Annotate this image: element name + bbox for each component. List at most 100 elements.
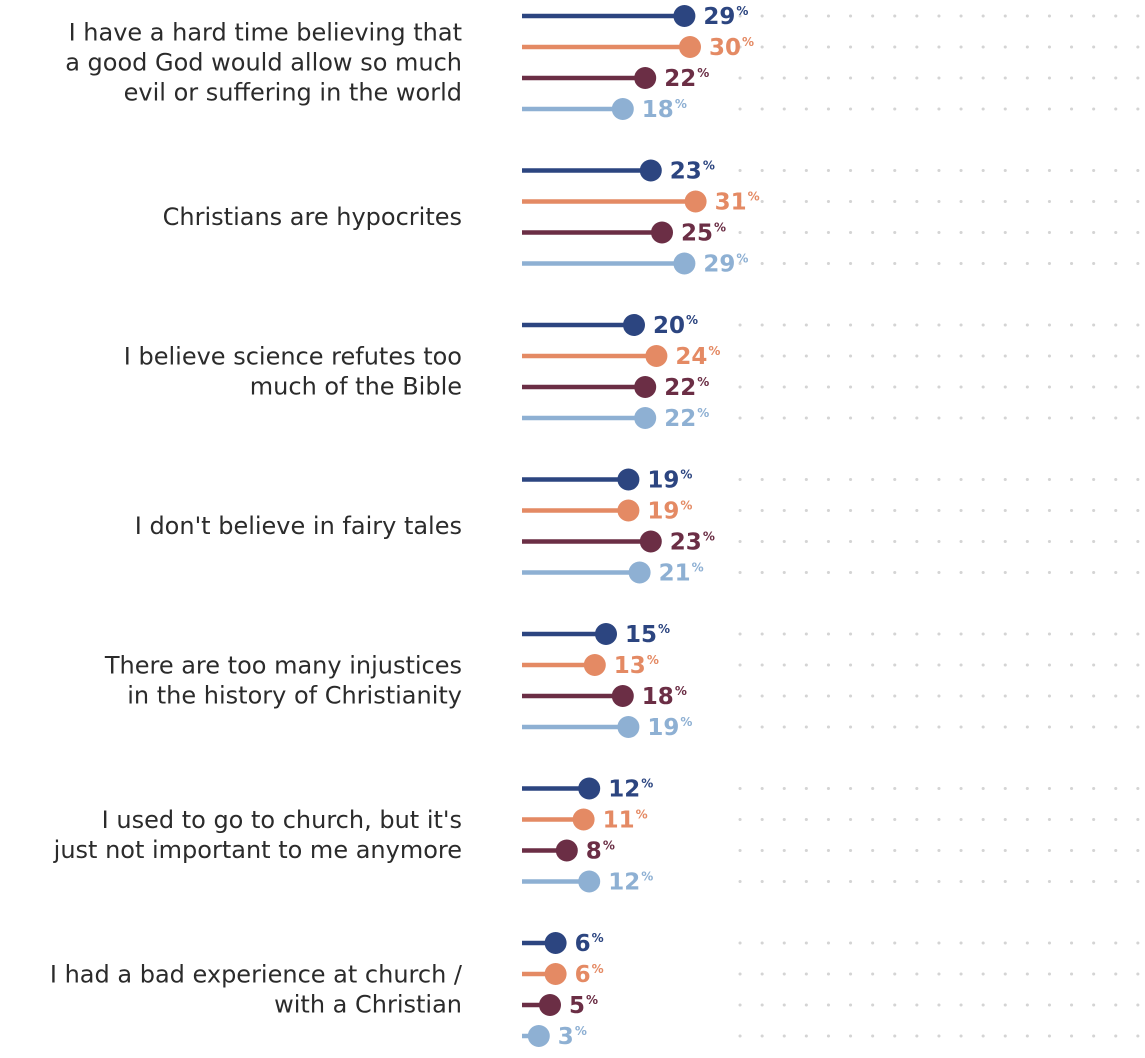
value-number: 12 (608, 777, 640, 803)
value-percent-sign: % (675, 97, 687, 111)
lollipop-dot (617, 468, 640, 491)
value-percent-sign: % (586, 993, 598, 1007)
value-number: 13 (614, 653, 646, 679)
category-label-line: much of the Bible (250, 373, 462, 401)
value-label: 31% (715, 190, 760, 216)
value-number: 22 (664, 375, 696, 401)
value-number: 30 (709, 35, 741, 61)
value-label: 22% (664, 375, 709, 401)
value-label: 6% (575, 962, 604, 988)
value-label: 29% (703, 4, 748, 30)
value-label: 5% (569, 993, 598, 1019)
value-percent-sign: % (592, 931, 604, 945)
value-percent-sign: % (686, 313, 698, 327)
lollipop-dot (611, 685, 634, 707)
value-label: 29% (703, 252, 748, 278)
value-number: 5 (569, 993, 585, 1019)
lollipop-dot (578, 777, 601, 800)
lollipop-dot (673, 252, 696, 275)
category-label: I had a bad experience at church / with a… (50, 961, 463, 1019)
value-percent-sign: % (736, 252, 748, 266)
value-number: 8 (586, 839, 602, 865)
lollipop-dot (645, 345, 668, 367)
value-number: 23 (670, 530, 702, 556)
value-number: 15 (625, 622, 657, 648)
value-number: 29 (703, 252, 735, 278)
value-label: 24% (675, 344, 720, 370)
category-label: There are too many injustices in the hist… (104, 652, 462, 710)
lollipop-dot (639, 530, 662, 553)
value-percent-sign: % (592, 962, 604, 976)
value-percent-sign: % (708, 344, 720, 358)
lollipop-dot (539, 994, 561, 1016)
value-percent-sign: % (697, 406, 709, 420)
value-percent-sign: % (714, 221, 726, 235)
value-number: 31 (715, 190, 747, 216)
lollipop-marks: 29%30%22%18%23%31%25%29%20%24%22%22%19%1… (522, 4, 760, 1050)
value-percent-sign: % (641, 777, 653, 791)
value-label: 18% (642, 684, 687, 710)
category-label: I believe science refutes too much of the… (124, 343, 462, 401)
category-label-line: There are too many injustices (104, 652, 462, 680)
category-label-line: just not important to me anymore (53, 836, 462, 864)
lollipop-dot (544, 932, 567, 954)
category-label-line: in the history of Christianity (127, 682, 462, 710)
value-number: 18 (642, 97, 674, 123)
lollipop-dot (639, 159, 662, 182)
dotted-grid (738, 14, 1145, 1038)
lollipop-dot (527, 1025, 550, 1047)
value-label: 21% (659, 561, 704, 587)
value-percent-sign: % (641, 870, 653, 884)
value-label: 6% (575, 931, 604, 957)
value-number: 29 (703, 4, 735, 30)
lollipop-dot (634, 376, 657, 398)
value-label: 19% (647, 715, 692, 741)
value-number: 25 (681, 221, 713, 247)
value-number: 20 (653, 313, 685, 339)
value-label: 3% (558, 1024, 587, 1050)
value-percent-sign: % (658, 622, 670, 636)
value-number: 18 (642, 684, 674, 710)
value-number: 3 (558, 1024, 574, 1050)
value-label: 30% (709, 35, 754, 61)
value-percent-sign: % (680, 468, 692, 482)
lollipop-dot (684, 190, 707, 213)
value-percent-sign: % (748, 190, 760, 204)
value-number: 12 (608, 870, 640, 896)
value-percent-sign: % (736, 4, 748, 18)
value-number: 22 (664, 66, 696, 92)
category-label-line: I had a bad experience at church / (50, 961, 463, 989)
value-label: 20% (653, 313, 698, 339)
value-label: 18% (642, 97, 687, 123)
category-label-line: I have a hard time believing that (69, 19, 462, 47)
category-label: I used to go to church, but it's just not… (53, 806, 462, 864)
lollipop-dot (634, 407, 657, 429)
lollipop-dot (623, 314, 645, 336)
value-label: 12% (608, 870, 653, 896)
lollipop-dot (651, 221, 673, 244)
value-label: 8% (586, 839, 615, 865)
value-label: 12% (608, 777, 653, 803)
value-number: 23 (670, 159, 702, 185)
lollipop-dot (634, 67, 657, 89)
value-percent-sign: % (697, 375, 709, 389)
value-percent-sign: % (675, 684, 687, 698)
value-label: 19% (647, 468, 692, 494)
category-label-line: Christians are hypocrites (163, 203, 462, 231)
value-number: 19 (647, 468, 679, 494)
lollipop-dot (617, 499, 640, 522)
category-label-line: with a Christian (274, 991, 462, 1019)
value-number: 19 (647, 499, 679, 525)
category-label-line: evil or suffering in the world (124, 79, 462, 107)
value-percent-sign: % (703, 530, 715, 544)
value-label: 22% (664, 406, 709, 432)
value-percent-sign: % (697, 66, 709, 80)
value-percent-sign: % (636, 808, 648, 822)
value-percent-sign: % (692, 561, 704, 575)
value-percent-sign: % (575, 1024, 587, 1038)
category-label: I don't believe in fairy tales (135, 512, 462, 540)
lollipop-dot (611, 98, 634, 120)
lollipop-dot (544, 963, 567, 985)
category-label-line: I don't believe in fairy tales (135, 512, 462, 540)
lollipop-dot (555, 839, 578, 862)
